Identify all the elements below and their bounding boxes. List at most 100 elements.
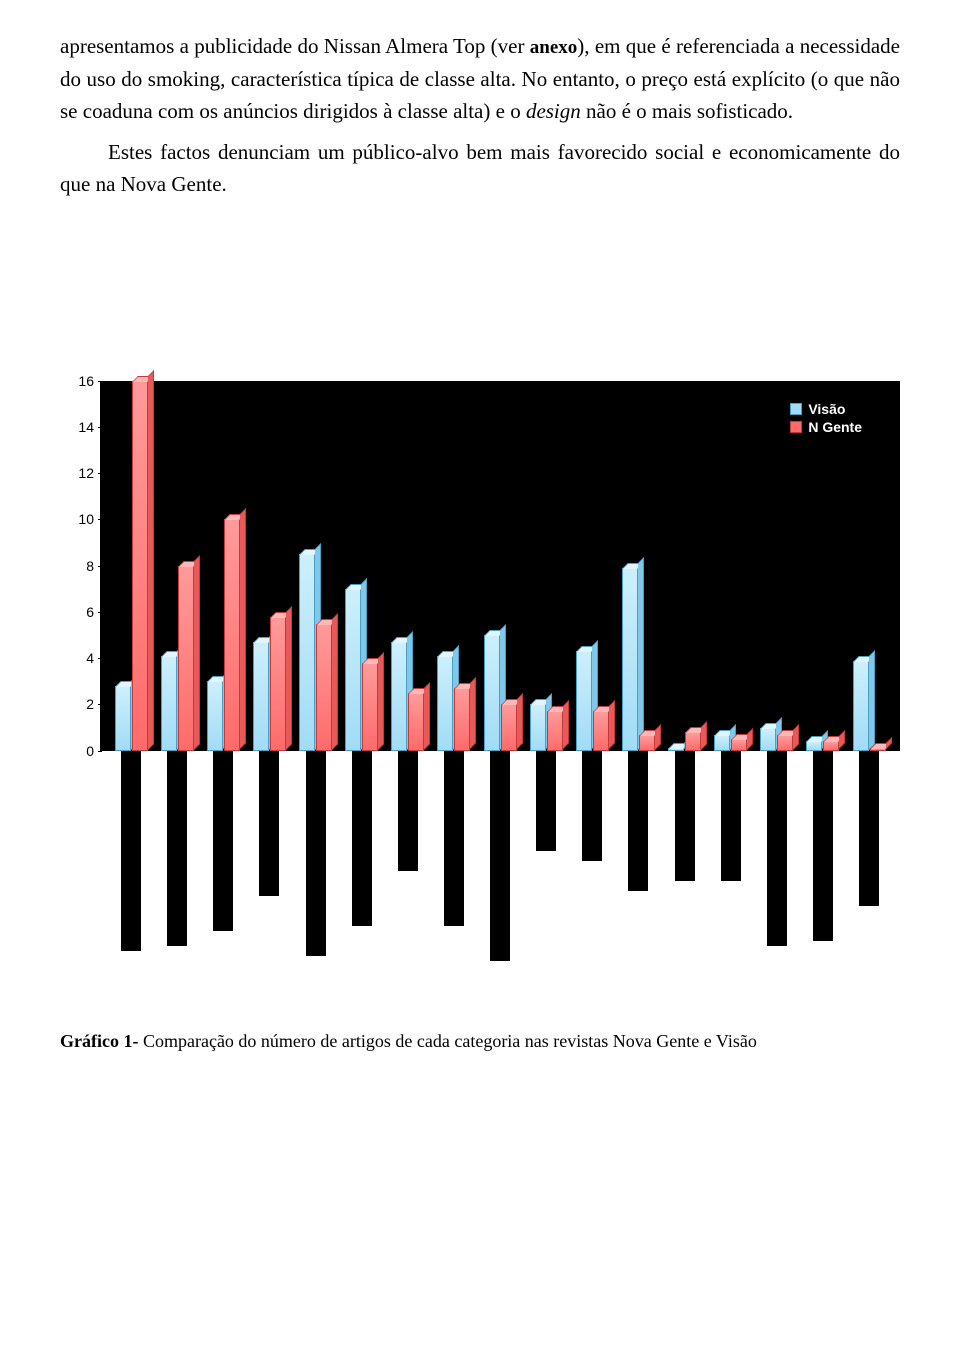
bar-visao — [391, 642, 407, 751]
x-label-slot — [754, 751, 800, 981]
bar-group — [431, 381, 477, 751]
bar-visao — [622, 568, 638, 751]
text-design: design — [526, 99, 581, 123]
bar-visao — [207, 681, 223, 750]
bar-group — [293, 381, 339, 751]
bar-ngente — [547, 711, 563, 750]
bar-ngente — [408, 693, 424, 751]
bar-ngente — [316, 624, 332, 751]
y-tick-mark — [98, 381, 102, 382]
x-label-block — [813, 751, 833, 941]
chart-legend: Visão N Gente — [782, 395, 870, 441]
y-tick-label: 2 — [86, 696, 94, 712]
x-label-block — [859, 751, 879, 906]
y-tick-mark — [98, 519, 102, 520]
bar-chart: 0246810121416 Visão N Gente — [60, 381, 900, 781]
x-label-block — [536, 751, 556, 851]
y-tick-label: 0 — [86, 743, 94, 759]
y-tick-label: 10 — [78, 511, 94, 527]
bar-group — [569, 381, 615, 751]
y-tick-label: 14 — [78, 419, 94, 435]
bar-ngente — [454, 688, 470, 750]
chart-caption: Gráfico 1- Comparação do número de artig… — [60, 1031, 900, 1052]
x-label-block — [721, 751, 741, 881]
y-tick-mark — [98, 751, 102, 752]
legend-label-visao: Visão — [808, 401, 845, 417]
x-label-block — [259, 751, 279, 896]
bar-ngente — [685, 732, 701, 751]
bar-group — [200, 381, 246, 751]
x-label-block — [306, 751, 326, 956]
text-p2: Estes factos denunciam um público-alvo b… — [60, 140, 900, 197]
bar-visao — [161, 656, 177, 751]
y-tick-mark — [98, 427, 102, 428]
legend-swatch-ngente — [790, 421, 802, 433]
x-label-block — [490, 751, 510, 961]
x-label-slot — [431, 751, 477, 981]
x-label-slot — [385, 751, 431, 981]
y-axis: 0246810121416 — [60, 381, 100, 751]
y-tick-label: 8 — [86, 558, 94, 574]
bar-ngente — [362, 663, 378, 751]
text-p1c: não é o mais sofisticado. — [581, 99, 793, 123]
paragraph-2: Estes factos denunciam um público-alvo b… — [60, 136, 900, 201]
x-label-slot — [662, 751, 708, 981]
bar-visao — [299, 554, 315, 751]
x-label-block — [628, 751, 648, 891]
y-tick-mark — [98, 566, 102, 567]
x-label-slot — [293, 751, 339, 981]
anexo-ref: anexo — [530, 37, 578, 58]
x-label-slot — [569, 751, 615, 981]
x-label-block — [352, 751, 372, 926]
y-tick-mark — [98, 612, 102, 613]
paragraph-1: apresentamos a publicidade do Nissan Alm… — [60, 30, 900, 128]
x-label-block — [167, 751, 187, 946]
x-label-block — [398, 751, 418, 871]
bar-ngente — [593, 711, 609, 750]
bar-visao — [437, 656, 453, 751]
x-label-block — [582, 751, 602, 861]
bar-visao — [115, 686, 131, 751]
bar-visao — [530, 704, 546, 750]
bar-ngente — [777, 735, 793, 751]
y-tick-mark — [98, 704, 102, 705]
caption-rest: Comparação do número de artigos de cada … — [143, 1031, 757, 1051]
bar-visao — [714, 735, 730, 751]
x-label-block — [767, 751, 787, 946]
legend-label-ngente: N Gente — [808, 419, 862, 435]
text-p1a: apresentamos a publicidade do Nissan Alm… — [60, 34, 530, 58]
bar-ngente — [731, 739, 747, 751]
y-tick-label: 16 — [78, 373, 94, 389]
bar-group — [708, 381, 754, 751]
bar-visao — [345, 589, 361, 751]
x-label-block — [121, 751, 141, 951]
x-axis-labels — [100, 751, 900, 981]
bar-ngente — [132, 381, 148, 751]
bar-visao — [576, 651, 592, 750]
x-label-slot — [523, 751, 569, 981]
bar-visao — [853, 661, 869, 751]
bar-group — [385, 381, 431, 751]
bar-group — [154, 381, 200, 751]
bar-group — [615, 381, 661, 751]
bar-group — [108, 381, 154, 751]
bar-group — [246, 381, 292, 751]
y-tick-label: 4 — [86, 650, 94, 666]
x-label-slot — [246, 751, 292, 981]
bar-ngente — [270, 617, 286, 751]
x-label-slot — [615, 751, 661, 981]
bar-ngente — [501, 704, 517, 750]
bar-visao — [760, 728, 776, 751]
legend-swatch-visao — [790, 403, 802, 415]
y-tick-label: 6 — [86, 604, 94, 620]
x-label-slot — [339, 751, 385, 981]
bar-visao — [806, 741, 822, 750]
x-label-slot — [477, 751, 523, 981]
legend-row-ngente: N Gente — [790, 419, 862, 435]
x-label-slot — [154, 751, 200, 981]
bar-ngente — [178, 566, 194, 751]
bar-visao — [484, 635, 500, 751]
x-label-slot — [708, 751, 754, 981]
bars-area — [100, 381, 900, 751]
caption-bold: Gráfico 1- — [60, 1031, 143, 1051]
